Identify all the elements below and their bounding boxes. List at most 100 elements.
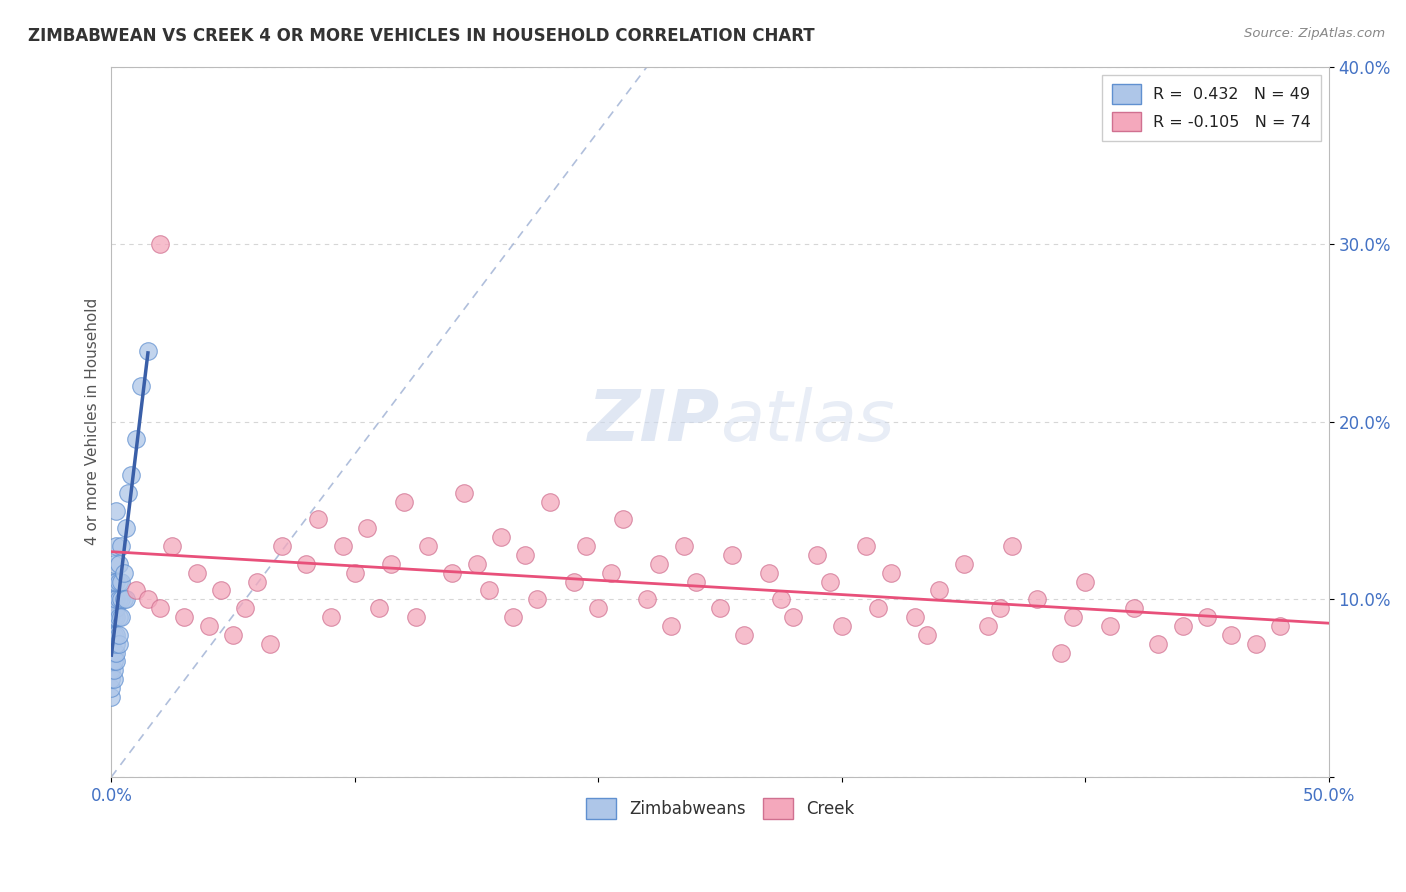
Y-axis label: 4 or more Vehicles in Household: 4 or more Vehicles in Household (86, 298, 100, 545)
Point (115, 521, 138, 535)
Point (136, 592, 159, 607)
Point (100, 663, 122, 677)
Point (661, 619, 683, 633)
Point (103, 655, 125, 669)
Point (115, 592, 138, 607)
Point (110, 610, 132, 624)
Point (110, 574, 132, 589)
Point (103, 610, 125, 624)
Point (100, 681, 122, 695)
Point (107, 628, 129, 642)
Point (100, 672, 122, 686)
Point (515, 548, 537, 562)
Point (100, 646, 122, 660)
Point (380, 557, 402, 571)
Point (1171, 619, 1194, 633)
Point (103, 592, 125, 607)
Point (307, 512, 329, 526)
Point (453, 485, 475, 500)
Point (107, 592, 129, 607)
Point (319, 610, 342, 624)
Point (107, 610, 129, 624)
Point (489, 530, 512, 544)
Point (1074, 574, 1097, 589)
Point (295, 557, 318, 571)
Point (105, 628, 128, 642)
Point (105, 655, 128, 669)
Point (599, 566, 621, 580)
Point (782, 610, 804, 624)
Point (246, 574, 269, 589)
Point (198, 619, 221, 633)
Point (103, 601, 125, 615)
Point (107, 557, 129, 571)
Point (575, 539, 598, 553)
Point (186, 566, 208, 580)
Point (636, 592, 658, 607)
Point (1268, 619, 1291, 633)
Point (129, 379, 152, 393)
Point (405, 610, 427, 624)
Text: Source: ZipAtlas.com: Source: ZipAtlas.com (1244, 27, 1385, 40)
Point (100, 610, 122, 624)
Point (356, 521, 378, 535)
Point (648, 557, 671, 571)
Point (478, 583, 501, 598)
Point (721, 548, 744, 562)
Point (105, 637, 128, 651)
Point (103, 574, 125, 589)
Point (112, 592, 135, 607)
Point (103, 663, 125, 677)
Point (162, 539, 184, 553)
Point (855, 539, 877, 553)
Point (915, 628, 938, 642)
Point (1147, 637, 1170, 651)
Point (502, 610, 524, 624)
Point (416, 539, 439, 553)
Point (806, 548, 828, 562)
Point (110, 592, 132, 607)
Point (709, 601, 731, 615)
Point (988, 601, 1011, 615)
Point (105, 646, 128, 660)
Point (103, 557, 125, 571)
Point (879, 566, 901, 580)
Point (818, 574, 841, 589)
Point (149, 237, 172, 252)
Point (1062, 610, 1084, 624)
Point (222, 628, 245, 642)
Point (465, 557, 488, 571)
Point (441, 566, 464, 580)
Point (769, 592, 792, 607)
Point (125, 583, 148, 598)
Point (343, 566, 366, 580)
Point (758, 566, 780, 580)
Point (110, 539, 132, 553)
Point (103, 628, 125, 642)
Point (100, 628, 122, 642)
Point (332, 539, 354, 553)
Point (107, 637, 129, 651)
Point (105, 503, 128, 517)
Point (588, 601, 610, 615)
Text: ZIP: ZIP (588, 387, 720, 456)
Point (100, 637, 122, 651)
Point (928, 583, 950, 598)
Point (136, 343, 159, 358)
Point (392, 494, 415, 508)
Point (100, 655, 122, 669)
Point (105, 592, 128, 607)
Legend: Zimbabweans, Creek: Zimbabweans, Creek (579, 792, 860, 825)
Point (100, 690, 122, 704)
Point (1220, 628, 1243, 642)
Point (868, 601, 890, 615)
Point (1025, 592, 1047, 607)
Point (952, 557, 974, 571)
Point (259, 637, 281, 651)
Point (562, 574, 585, 589)
Point (1244, 637, 1267, 651)
Point (1098, 619, 1121, 633)
Point (125, 433, 148, 447)
Point (209, 583, 232, 598)
Point (103, 672, 125, 686)
